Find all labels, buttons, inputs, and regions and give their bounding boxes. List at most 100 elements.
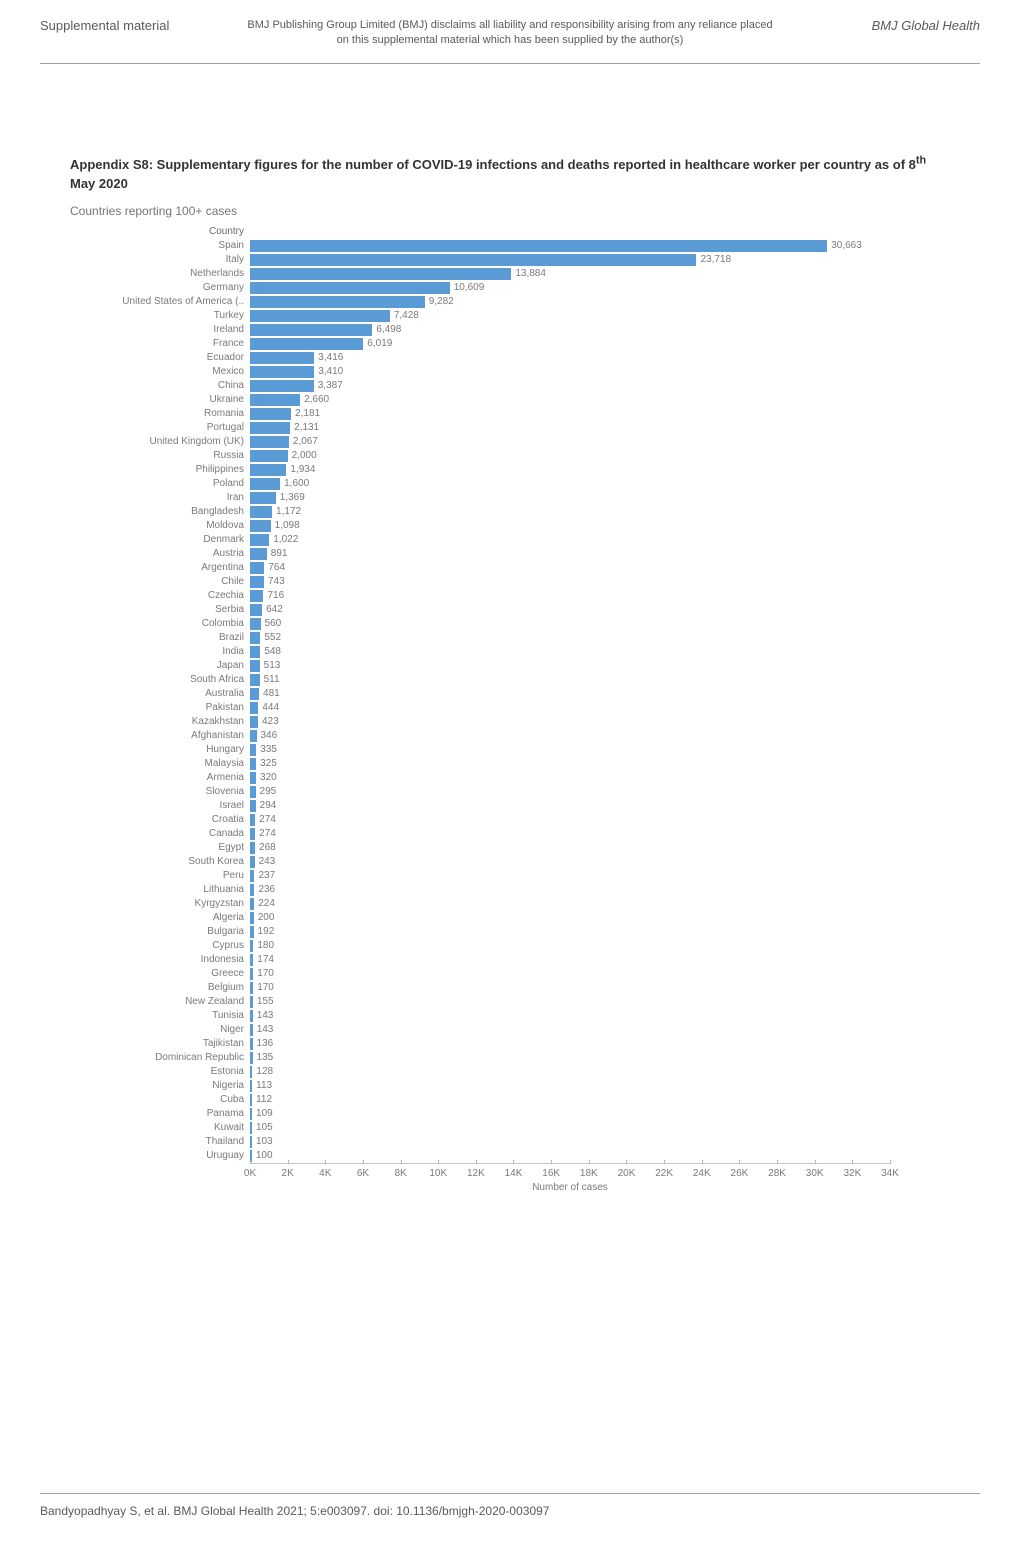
bar-value: 423 bbox=[258, 716, 279, 727]
bar bbox=[250, 408, 291, 420]
country-label: Lithuania bbox=[110, 884, 250, 895]
country-label: Philippines bbox=[110, 464, 250, 475]
bar bbox=[250, 478, 280, 490]
axis-tick: 10K bbox=[429, 1164, 447, 1179]
bar bbox=[250, 436, 289, 448]
country-label: Greece bbox=[110, 968, 250, 979]
bar bbox=[250, 394, 300, 406]
bar-value: 3,387 bbox=[314, 380, 343, 391]
chart-subtitle: Countries reporting 100+ cases bbox=[70, 204, 950, 218]
country-label: Niger bbox=[110, 1024, 250, 1035]
axis-tick: 14K bbox=[505, 1164, 523, 1179]
bar-value: 170 bbox=[253, 982, 274, 993]
country-label: Colombia bbox=[110, 618, 250, 629]
table-row: Spain30,663 bbox=[110, 239, 930, 253]
table-row: Uruguay100 bbox=[110, 1149, 930, 1163]
title-sup: th bbox=[916, 155, 926, 167]
country-label: Romania bbox=[110, 408, 250, 419]
bar-value: 1,934 bbox=[286, 464, 315, 475]
table-row: South Africa511 bbox=[110, 673, 930, 687]
country-label: Malaysia bbox=[110, 758, 250, 769]
bar bbox=[250, 282, 450, 294]
country-label: Uruguay bbox=[110, 1150, 250, 1161]
table-row: Canada274 bbox=[110, 827, 930, 841]
table-row: Lithuania236 bbox=[110, 883, 930, 897]
country-label: Tajikistan bbox=[110, 1038, 250, 1049]
bar-value: 1,369 bbox=[276, 492, 305, 503]
bar-value: 1,600 bbox=[280, 478, 309, 489]
title-tail: May 2020 bbox=[70, 176, 128, 191]
bar-value: 1,098 bbox=[271, 520, 300, 531]
bar bbox=[250, 506, 272, 518]
country-label: Netherlands bbox=[110, 268, 250, 279]
table-row: Tajikistan136 bbox=[110, 1037, 930, 1051]
table-row: Australia481 bbox=[110, 687, 930, 701]
bar-value: 268 bbox=[255, 842, 276, 853]
bar-value: 6,019 bbox=[363, 338, 392, 349]
table-row: Slovenia295 bbox=[110, 785, 930, 799]
bar-value: 112 bbox=[252, 1094, 272, 1105]
country-label: Serbia bbox=[110, 604, 250, 615]
bar-value: 642 bbox=[262, 604, 283, 615]
bar-value: 548 bbox=[260, 646, 281, 657]
axis-tick: 34K bbox=[881, 1164, 899, 1179]
table-row: Indonesia174 bbox=[110, 953, 930, 967]
table-row: Estonia128 bbox=[110, 1065, 930, 1079]
country-label: Indonesia bbox=[110, 954, 250, 965]
bar bbox=[250, 674, 260, 686]
country-label: Mexico bbox=[110, 366, 250, 377]
bar bbox=[250, 604, 262, 616]
axis-tick: 32K bbox=[843, 1164, 861, 1179]
bar bbox=[250, 632, 260, 644]
table-row: Malaysia325 bbox=[110, 757, 930, 771]
bar-value: 274 bbox=[255, 828, 276, 839]
country-label: Croatia bbox=[110, 814, 250, 825]
x-axis: Number of cases 0K2K4K6K8K10K12K14K16K18… bbox=[250, 1163, 890, 1193]
table-row: New Zealand155 bbox=[110, 995, 930, 1009]
bar bbox=[250, 534, 269, 546]
country-label: Kuwait bbox=[110, 1122, 250, 1133]
table-row: Pakistan444 bbox=[110, 701, 930, 715]
bar-value: 30,663 bbox=[827, 240, 862, 251]
bar-value: 716 bbox=[263, 590, 284, 601]
bar-value: 224 bbox=[254, 898, 275, 909]
table-row: Italy23,718 bbox=[110, 253, 930, 267]
bar-value: 891 bbox=[267, 548, 288, 559]
country-label: Denmark bbox=[110, 534, 250, 545]
table-row: Greece170 bbox=[110, 967, 930, 981]
table-row: Ecuador3,416 bbox=[110, 351, 930, 365]
bar bbox=[250, 450, 288, 462]
table-row: Dominican Republic135 bbox=[110, 1051, 930, 1065]
country-label: Afghanistan bbox=[110, 730, 250, 741]
bar-value: 155 bbox=[253, 996, 274, 1007]
bar bbox=[250, 702, 258, 714]
country-label: Argentina bbox=[110, 562, 250, 573]
bar bbox=[250, 548, 267, 560]
bar bbox=[250, 688, 259, 700]
bar bbox=[250, 562, 264, 574]
page-content: Appendix S8: Supplementary figures for t… bbox=[0, 64, 1020, 1233]
country-label: Turkey bbox=[110, 310, 250, 321]
country-label: Austria bbox=[110, 548, 250, 559]
table-row: Kuwait105 bbox=[110, 1121, 930, 1135]
bar bbox=[250, 716, 258, 728]
bar-value: 6,498 bbox=[372, 324, 401, 335]
country-label: Belgium bbox=[110, 982, 250, 993]
bar-value: 2,660 bbox=[300, 394, 329, 405]
bar-value: 128 bbox=[252, 1066, 273, 1077]
bar-value: 192 bbox=[254, 926, 275, 937]
table-row: Turkey7,428 bbox=[110, 309, 930, 323]
table-row: Ukraine2,660 bbox=[110, 393, 930, 407]
bar-value: 552 bbox=[260, 632, 281, 643]
bar-value: 295 bbox=[256, 786, 277, 797]
bar bbox=[250, 492, 276, 504]
table-row: Kazakhstan423 bbox=[110, 715, 930, 729]
table-row: Germany10,609 bbox=[110, 281, 930, 295]
bar-value: 274 bbox=[255, 814, 276, 825]
running-header: Supplemental material BMJ Publishing Gro… bbox=[0, 0, 1020, 57]
table-row: Netherlands13,884 bbox=[110, 267, 930, 281]
bar-value: 294 bbox=[256, 800, 277, 811]
country-label: Poland bbox=[110, 478, 250, 489]
header-disclaimer: BMJ Publishing Group Limited (BMJ) discl… bbox=[220, 18, 800, 49]
table-row: Niger143 bbox=[110, 1023, 930, 1037]
